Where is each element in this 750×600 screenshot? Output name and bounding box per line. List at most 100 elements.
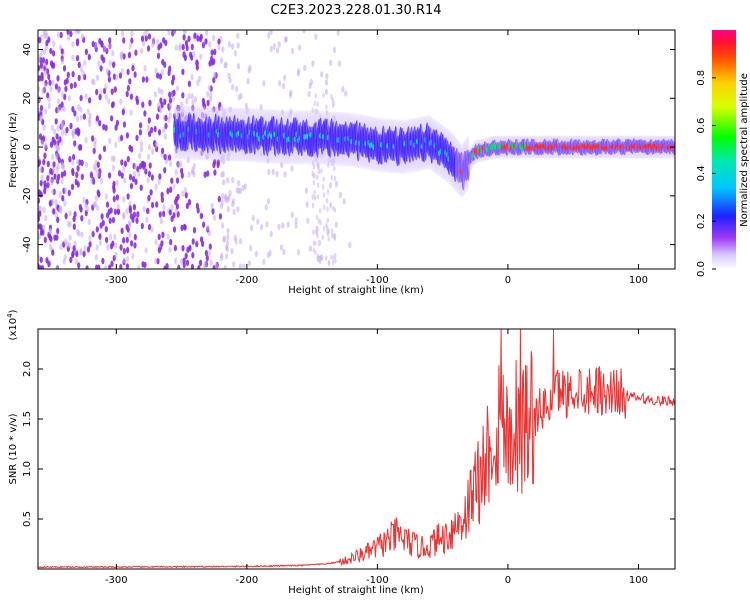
spectrogram-cell xyxy=(235,85,239,93)
spectrogram-cell xyxy=(147,144,152,151)
spectrogram-cell xyxy=(162,210,166,217)
spectrogram-cell xyxy=(170,177,174,184)
spectrogram-cell xyxy=(171,79,175,86)
spectrogram-cell xyxy=(115,74,119,81)
spectrogram-cell xyxy=(190,43,194,51)
spectrogram-cell xyxy=(239,238,243,245)
snr-y-tick-label: 0.5 xyxy=(22,511,33,527)
spectrogram-cell xyxy=(46,182,50,189)
spectrogram-cell xyxy=(60,91,65,98)
spectrogram-cell xyxy=(85,161,89,168)
spectrogram-cell xyxy=(282,82,286,90)
spectrogram-cell xyxy=(174,169,178,176)
spectrogram-cell xyxy=(65,126,69,134)
spectrogram-cell xyxy=(156,258,160,265)
spectrogram-cell xyxy=(71,41,75,48)
spectrogram-cell xyxy=(209,259,213,266)
spectrogram-cell xyxy=(146,153,150,160)
spectrogram-cell xyxy=(120,68,125,75)
spectrogram-cell xyxy=(76,228,80,235)
spectrogram-cell xyxy=(46,175,50,182)
spectrogram-cell xyxy=(222,108,226,116)
spectrogram-cell xyxy=(201,97,205,105)
spectrogram-cell xyxy=(153,125,157,133)
spectrogram-cell xyxy=(143,31,147,38)
spectrogram-cell xyxy=(139,184,143,191)
spectrogram-cell xyxy=(210,202,214,209)
spectrogram-cell xyxy=(246,78,250,85)
spectrogram-cell xyxy=(272,43,276,50)
spectrogram-cell xyxy=(332,205,335,212)
spectrogram-cell xyxy=(185,202,189,209)
spectrogram-cell xyxy=(43,180,47,187)
spectrogram-cell xyxy=(227,194,231,202)
spectrogram-cell xyxy=(188,244,192,252)
spectrogram-cell xyxy=(317,164,320,171)
spectrogram-cell xyxy=(91,40,95,48)
spectrogram-cell xyxy=(106,212,110,219)
spectrogram-cell xyxy=(126,246,130,254)
spectrogram-cell xyxy=(52,208,56,215)
spectrogram-cell xyxy=(204,249,208,257)
spectrogram-cell xyxy=(146,177,150,184)
spectrogram-cell xyxy=(236,42,240,49)
spectrogram-cell xyxy=(53,173,57,180)
spectrogram-cell xyxy=(77,61,81,68)
spectrogram-cell xyxy=(69,30,73,38)
spectrogram-cell xyxy=(280,109,285,116)
spectrogram-cell xyxy=(166,187,170,195)
snr-y-tick-label: 1.0 xyxy=(22,461,33,477)
spectrogram-cell xyxy=(150,226,154,233)
spectrogram-cell xyxy=(156,72,160,79)
spectrogram-cell xyxy=(142,205,146,213)
spectrogram-cell xyxy=(38,210,42,217)
spectrogram-cell xyxy=(143,161,147,169)
spectrogram-cell xyxy=(86,108,90,115)
spectrogram-cell xyxy=(113,208,117,215)
spectrogram-cell xyxy=(43,48,47,55)
spectrogram-cell xyxy=(60,48,64,55)
spectrogram-cell xyxy=(126,84,130,92)
spectrogram-cell xyxy=(318,208,322,214)
spectrogram-cell xyxy=(103,45,107,53)
spectrogram-cell xyxy=(78,144,82,151)
spectrogram-cell xyxy=(137,170,141,177)
spectrogram-cell xyxy=(140,35,145,42)
spectrogram-cell xyxy=(321,234,324,240)
spectrogram-cell xyxy=(168,91,172,98)
spectrogram-cell xyxy=(319,219,322,226)
spectrogram-cell xyxy=(208,41,212,48)
spectrogram-cell xyxy=(115,194,119,201)
spectrogram-cell xyxy=(181,190,185,197)
spectrogram-cell xyxy=(220,199,224,206)
spectrogram-cell xyxy=(122,53,126,60)
spectrogram-cell xyxy=(126,226,130,233)
spectrogram-cell xyxy=(211,208,215,215)
spectrogram-cell xyxy=(248,64,252,72)
spectrogram-cell xyxy=(164,122,168,130)
spectrogram-cell xyxy=(112,61,116,68)
spectrogram-cell xyxy=(311,60,315,67)
spectrogram-cell xyxy=(209,91,213,99)
spectrogram-cell xyxy=(38,197,41,204)
spectrogram-cell xyxy=(311,160,315,166)
spectrogram-cell xyxy=(277,41,281,48)
spectrogram-cell xyxy=(102,123,106,131)
spectrogram-cell xyxy=(262,258,266,265)
snr-x-tick-label: 0 xyxy=(505,575,511,586)
spectrogram-cell xyxy=(212,214,217,221)
spectrogram-cell xyxy=(318,258,322,265)
spectrogram-cell xyxy=(129,182,134,190)
spectrogram-cell xyxy=(231,200,235,208)
spectrogram-cell xyxy=(60,101,64,108)
spectrogram-cell xyxy=(38,75,42,82)
spectrogram-cell xyxy=(330,232,334,239)
spectrogram-cell xyxy=(71,106,75,113)
snr-panel: -300 -200 -100 0 100 0.5 1.0 1.5 2.0 Height of … xyxy=(6,309,676,596)
spectrogram-cell xyxy=(193,32,197,39)
spectrogram-cell xyxy=(69,122,73,130)
spectrogram-cell xyxy=(180,172,184,179)
spectrogram-cell xyxy=(168,103,172,110)
spectrogram-cell xyxy=(47,73,51,81)
spectrogram-cell xyxy=(226,233,230,241)
